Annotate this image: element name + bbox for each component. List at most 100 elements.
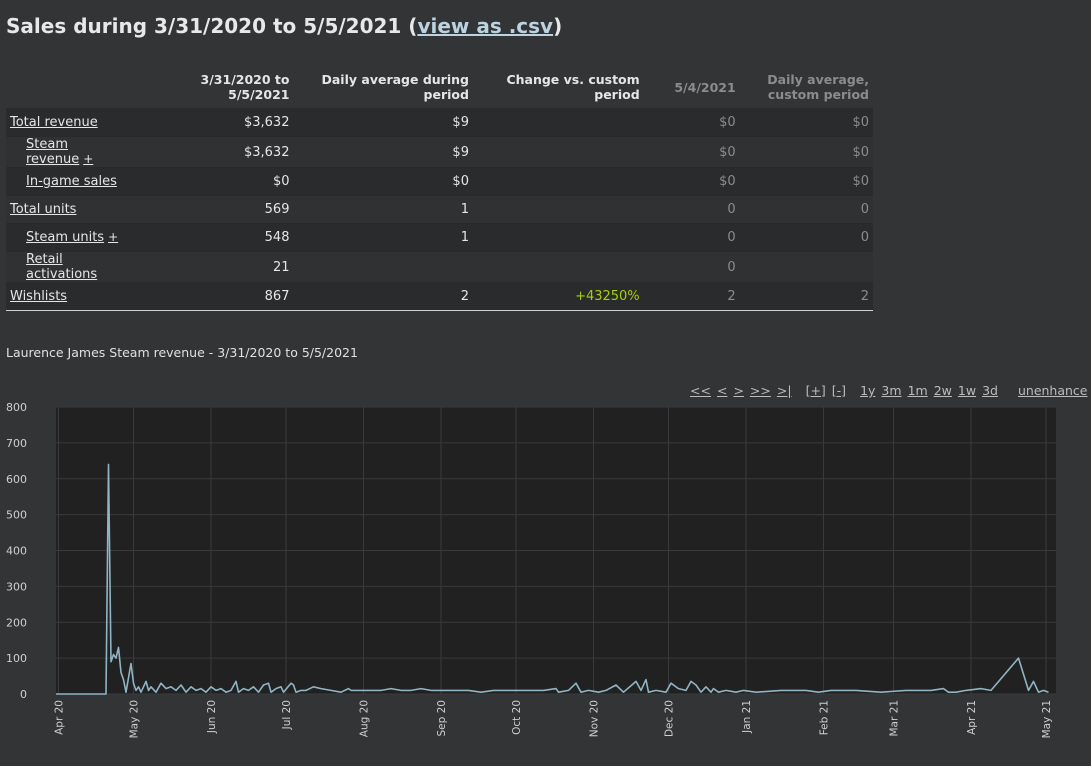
cell-period: 21 [131, 251, 294, 283]
cell-change: +43250% [472, 282, 644, 311]
x-tick-label: Jan 21 [741, 700, 753, 734]
nav-button[interactable]: >> [749, 383, 771, 398]
cell-custom-date: 0 [643, 195, 740, 224]
row-label-cell: Steam units + [6, 223, 132, 252]
range-button[interactable]: 3m [881, 383, 902, 398]
header-period: 3/31/2020 to 5/5/2021 [200, 72, 290, 102]
cell-custom-average: 2 [739, 282, 873, 311]
y-tick-label: 700 [6, 437, 27, 450]
cell-custom-average: $0 [739, 108, 873, 137]
row-label-link[interactable]: In-game sales [26, 174, 117, 189]
x-tick-label: Apr 20 [54, 700, 66, 735]
header-daily-average: Daily average during period [321, 72, 469, 102]
table-row: Total units 569 1 0 0 [6, 195, 873, 224]
nav-button[interactable]: << [690, 383, 711, 398]
header-custom-date: 5/4/2021 [674, 79, 736, 95]
cell-daily-average: $9 [293, 136, 473, 168]
row-label-cell: Total units [6, 195, 132, 224]
cell-change [472, 195, 644, 224]
nav-button[interactable]: >| [776, 383, 792, 398]
cell-period: 569 [131, 195, 294, 224]
table-header-row: 3/31/2020 to 5/5/2021 Daily average duri… [6, 66, 873, 109]
sales-summary-table: 3/31/2020 to 5/5/2021 Daily average duri… [6, 66, 873, 311]
cell-custom-average: $0 [739, 167, 873, 196]
range-button[interactable]: 1m [907, 383, 928, 398]
page-title: Sales during 3/31/2020 to 5/5/2021 (view… [6, 14, 563, 38]
cell-custom-date: $0 [643, 136, 740, 168]
cell-custom-average: 0 [739, 223, 873, 252]
header-custom-average: Daily average, custom period [767, 72, 869, 102]
row-label-link[interactable]: Retail activations [26, 252, 98, 282]
table-row: Retail activations 21 0 [6, 251, 873, 283]
view-as-csv-link[interactable]: view as .csv [417, 14, 554, 38]
cell-daily-average: $9 [293, 108, 473, 137]
y-tick-label: 200 [6, 616, 27, 629]
cell-custom-date: 0 [643, 251, 740, 283]
cell-period: $3,632 [131, 108, 294, 137]
expand-plus-button[interactable]: + [108, 230, 119, 244]
cell-change [472, 251, 644, 283]
table-row: Wishlists 867 2 +43250% 2 2 [6, 282, 873, 311]
y-tick-label: 100 [6, 652, 27, 665]
row-label-cell: Retail activations [6, 251, 132, 283]
y-tick-label: 800 [6, 401, 27, 414]
expand-plus-button[interactable]: + [83, 152, 94, 166]
row-label-link[interactable]: Wishlists [10, 289, 68, 304]
cell-period: $3,632 [131, 136, 294, 168]
cell-change [472, 136, 644, 168]
table-row: Total revenue $3,632 $9 $0 $0 [6, 108, 873, 137]
nav-button[interactable]: < [716, 383, 728, 398]
cell-change [472, 167, 644, 196]
cell-custom-average [739, 251, 873, 283]
y-tick-label: 0 [20, 688, 27, 701]
cell-custom-date: $0 [643, 108, 740, 137]
range-button[interactable]: 3d [982, 383, 998, 398]
unenhance-button[interactable]: unenhance [1017, 383, 1088, 398]
cell-custom-average: 0 [739, 195, 873, 224]
nav-button[interactable]: > [733, 383, 744, 398]
zoom-button[interactable]: [+] [805, 383, 826, 398]
row-label-link[interactable]: Total units [10, 202, 77, 217]
cell-daily-average: 2 [293, 282, 473, 311]
table-row: Steam units +548 1 0 0 [6, 223, 873, 252]
y-tick-label: 300 [6, 580, 27, 593]
header-change: Change vs. custom period [506, 72, 640, 102]
x-tick-label: May 20 [129, 700, 141, 738]
cell-period: 867 [131, 282, 294, 311]
row-label-link[interactable]: Steam units [26, 230, 105, 245]
cell-custom-date: $0 [643, 167, 740, 196]
cell-daily-average: 1 [293, 195, 473, 224]
x-tick-label: Jun 20 [206, 700, 218, 734]
x-tick-label: Mar 21 [889, 700, 901, 737]
cell-custom-date: 0 [643, 223, 740, 252]
x-tick-label: Nov 20 [589, 700, 601, 737]
cell-daily-average: $0 [293, 167, 473, 196]
row-label-link[interactable]: Steam revenue [26, 137, 80, 167]
header-metric [6, 66, 132, 109]
cell-custom-date: 2 [643, 282, 740, 311]
x-tick-label: Oct 20 [511, 700, 523, 735]
x-tick-label: Jul 20 [281, 700, 293, 730]
y-tick-label: 400 [6, 545, 27, 558]
row-label-cell: In-game sales [6, 167, 132, 196]
cell-daily-average: 1 [293, 223, 473, 252]
range-button[interactable]: 1w [957, 383, 977, 398]
cell-period: $0 [131, 167, 294, 196]
chart-controls: << < > >> >| [+] [-] 1y 3m 1m 2w 1w 3d unenhance [690, 383, 1088, 398]
series-line [56, 463, 1049, 695]
cell-period: 548 [131, 223, 294, 252]
row-label-link[interactable]: Total revenue [10, 115, 98, 130]
table-row: In-game sales $0 $0 $0 $0 [6, 167, 873, 196]
range-button[interactable]: 1y [860, 383, 876, 398]
revenue-chart: 0 100 200 300 400 500 600 700 800 Apr 20 May 20 Jun… [6, 401, 1056, 738]
zoom-button[interactable]: [-] [831, 383, 847, 398]
row-label-cell: Total revenue [6, 108, 132, 137]
chart-title: Laurence James Steam revenue - 3/31/2020… [6, 345, 358, 360]
x-tick-label: May 21 [1041, 700, 1053, 738]
y-tick-label: 500 [6, 509, 27, 522]
table-row: Steam revenue + $3,632 $9 $0 $0 [6, 136, 873, 168]
cell-change [472, 223, 644, 252]
y-tick-label: 600 [6, 473, 27, 486]
range-button[interactable]: 2w [933, 383, 952, 398]
row-label-cell: Steam revenue + [6, 136, 132, 168]
